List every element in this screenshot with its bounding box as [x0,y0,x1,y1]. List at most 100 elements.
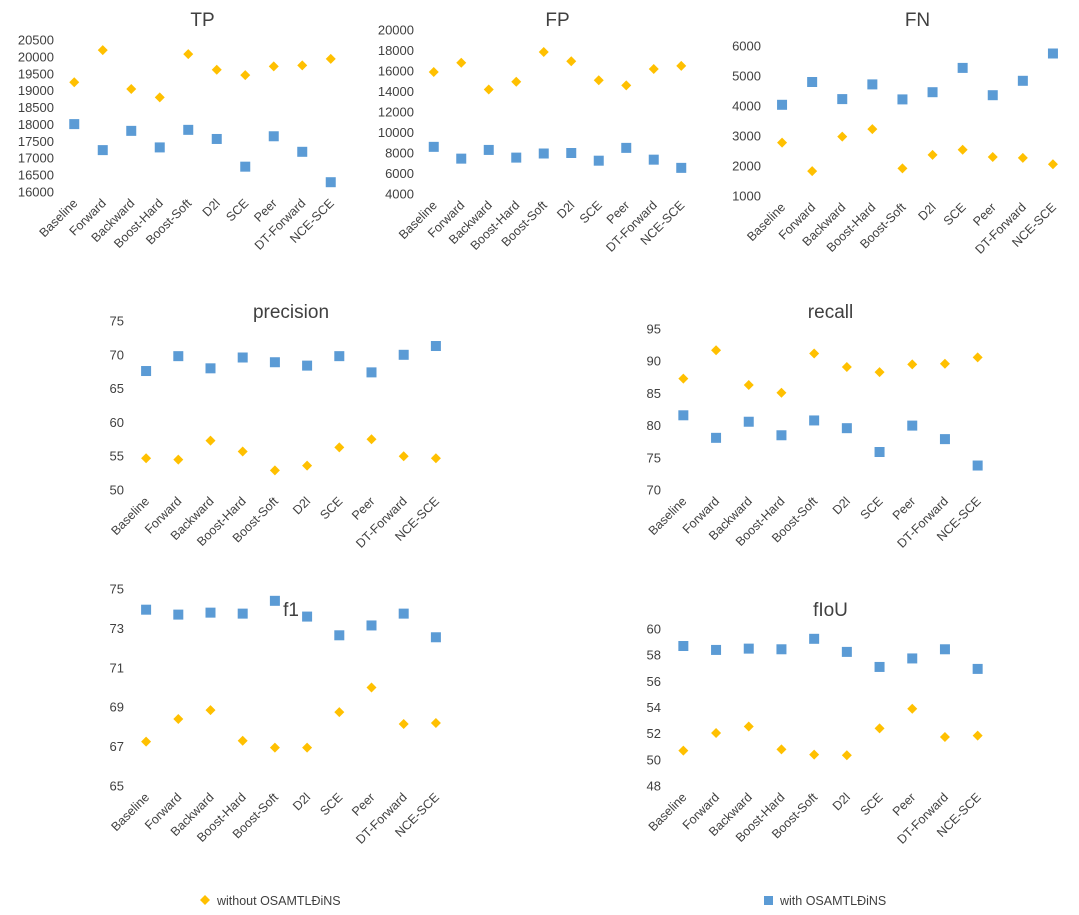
y-tick-label: 60 [647,622,661,637]
y-tick-label: 3000 [732,129,761,144]
y-tick-label: 95 [647,322,661,337]
chart-f1: f1656769717375BaselineForwardBackwardBoo… [108,582,442,847]
point-without [141,736,152,747]
point-without [297,60,308,71]
point-without [776,387,787,398]
point-without [566,56,577,67]
y-tick-label: 65 [110,779,124,794]
point-without [183,49,194,60]
y-tick-label: 73 [110,621,124,636]
y-tick-label: 10000 [378,125,414,140]
point-with [874,447,885,458]
point-without [837,131,848,142]
y-tick-label: 58 [647,648,661,663]
chart-tp: TP 16000 16500 17000 17500 18000 18500 19000 195… [18,10,337,253]
point-without [841,361,852,372]
x-tick-label: SCE [223,196,251,224]
point-with [430,341,441,352]
legend-marker-with [764,896,773,905]
y-tick-label: 4000 [732,99,761,114]
point-with [621,142,632,153]
y-tick-label: 12000 [378,105,414,120]
point-without [776,744,787,755]
y-tick-label: 70 [647,483,661,498]
point-with [776,644,787,655]
point-without [939,731,950,742]
y-tick-label: 16500 [18,168,54,183]
point-with [841,646,852,657]
legend-label-with: with OSAMTLĐiNS [779,894,886,908]
point-with [126,125,137,136]
y-tick-label: 75 [647,450,661,465]
point-without [711,728,722,739]
point-with [939,434,950,445]
point-with [483,144,494,155]
point-with [777,99,788,110]
point-with [593,155,604,166]
point-with [776,430,787,441]
point-without [97,45,108,56]
point-with [939,644,950,655]
point-with [334,630,345,641]
point-without [69,77,80,88]
x-tick-label: Baseline [646,494,690,538]
y-tick-label: 8000 [385,146,414,161]
y-tick-label: 18500 [18,100,54,115]
y-tick-label: 17500 [18,134,54,149]
point-without [711,345,722,356]
point-without [678,745,689,756]
y-tick-label: 19000 [18,83,54,98]
chart-title: FP [545,10,569,31]
y-tick-label: 20000 [378,23,414,38]
y-tick-label: 71 [110,660,124,675]
chart-precision: precision505560657075BaselineForwardBack… [108,302,442,551]
point-without [334,442,345,453]
point-with [867,79,878,90]
point-without [957,144,968,155]
point-with [711,432,722,443]
point-without [126,83,137,94]
y-tick-label: 52 [647,726,661,741]
point-with [809,633,820,644]
point-without [841,750,852,761]
point-with [648,154,659,165]
y-tick-label: 18000 [18,117,54,132]
point-without [302,460,313,471]
x-tick-label: Baseline [646,790,690,834]
legend: without OSAMTLĐiNS with OSAMTLĐiNS [200,894,886,908]
y-tick-label: 20500 [18,33,54,48]
point-without [325,53,336,64]
point-without [428,67,439,78]
y-tick-label: 6000 [385,166,414,181]
point-without [1047,159,1058,170]
x-tick-label: D2l [830,790,853,813]
point-without [205,705,216,716]
point-without [398,718,409,729]
y-tick-label: 50 [647,752,661,767]
point-with [456,153,467,164]
point-without [430,717,441,728]
point-with [1017,75,1028,86]
x-tick-label: D2l [200,196,223,219]
point-without [456,57,467,68]
point-with [807,77,818,87]
point-without [237,735,248,746]
point-without [648,63,659,74]
point-with [325,177,336,188]
y-tick-label: 6000 [732,39,761,54]
y-tick-label: 4000 [385,187,414,202]
y-tick-label: 16000 [18,185,54,200]
chart-title: fIoU [813,600,848,621]
point-with [1047,48,1058,59]
x-tick-label: Peer [890,790,919,819]
legend-label-without: without OSAMTLĐiNS [216,894,341,908]
point-without [1017,152,1028,163]
point-without [678,373,689,384]
point-without [972,352,983,363]
point-with [676,162,687,173]
x-tick-label: D2l [554,198,577,221]
point-without [334,707,345,718]
point-without [972,730,983,741]
point-with [269,357,280,368]
point-without [809,348,820,359]
